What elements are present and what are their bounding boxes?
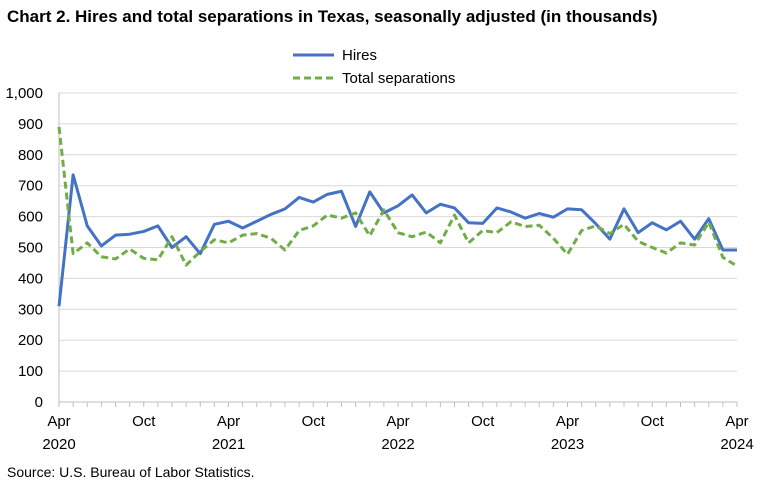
x-tick-year-label: 2022 — [381, 436, 414, 453]
source-note: Source: U.S. Bureau of Labor Statistics. — [7, 464, 255, 480]
chart-title: Chart 2. Hires and total separations in … — [7, 7, 658, 26]
y-tick-label: 1,000 — [5, 85, 43, 102]
x-tick-label: Apr — [217, 413, 240, 430]
axes — [58, 93, 738, 407]
y-tick-label: 600 — [18, 209, 43, 226]
legend-label-0: Hires — [342, 47, 377, 64]
series-line-1 — [57, 126, 738, 268]
x-tick-year-label: 2021 — [212, 436, 245, 453]
y-tick-label: 700 — [18, 178, 43, 195]
x-tick-label: Apr — [725, 413, 748, 430]
y-axis-tick-labels: 0 100 200 300 400 500 600 700 800 900 1,000 — [5, 85, 43, 411]
x-axis-tick-labels: Apr 2020 Oct Apr 2021 Oct Apr 2022 Oct Apr 2023 Oct… — [42, 413, 753, 453]
x-tick-label: Oct — [132, 413, 156, 430]
y-tick-label: 400 — [18, 270, 43, 287]
y-tick-label: 800 — [18, 147, 43, 164]
x-tick-label: Apr — [47, 413, 70, 430]
legend: Hires Total separations — [293, 47, 455, 87]
x-tick-year-label: 2020 — [42, 436, 75, 453]
gridlines — [59, 92, 737, 372]
series-lines — [57, 126, 738, 307]
series-line-0 — [57, 173, 737, 307]
y-tick-label: 500 — [18, 240, 43, 257]
x-tick-year-label: 2023 — [551, 436, 584, 453]
x-tick-label: Apr — [386, 413, 409, 430]
legend-label-1: Total separations — [342, 70, 455, 87]
x-tick-label: Oct — [302, 413, 326, 430]
x-tick-label: Apr — [556, 413, 579, 430]
y-tick-label: 900 — [18, 116, 43, 133]
y-tick-label: 100 — [18, 363, 43, 380]
x-tick-label: Oct — [641, 413, 665, 430]
y-tick-label: 0 — [35, 394, 43, 411]
y-tick-label: 300 — [18, 301, 43, 318]
x-tick-year-label: 2024 — [720, 436, 753, 453]
y-tick-label: 200 — [18, 332, 43, 349]
x-tick-label: Oct — [471, 413, 495, 430]
